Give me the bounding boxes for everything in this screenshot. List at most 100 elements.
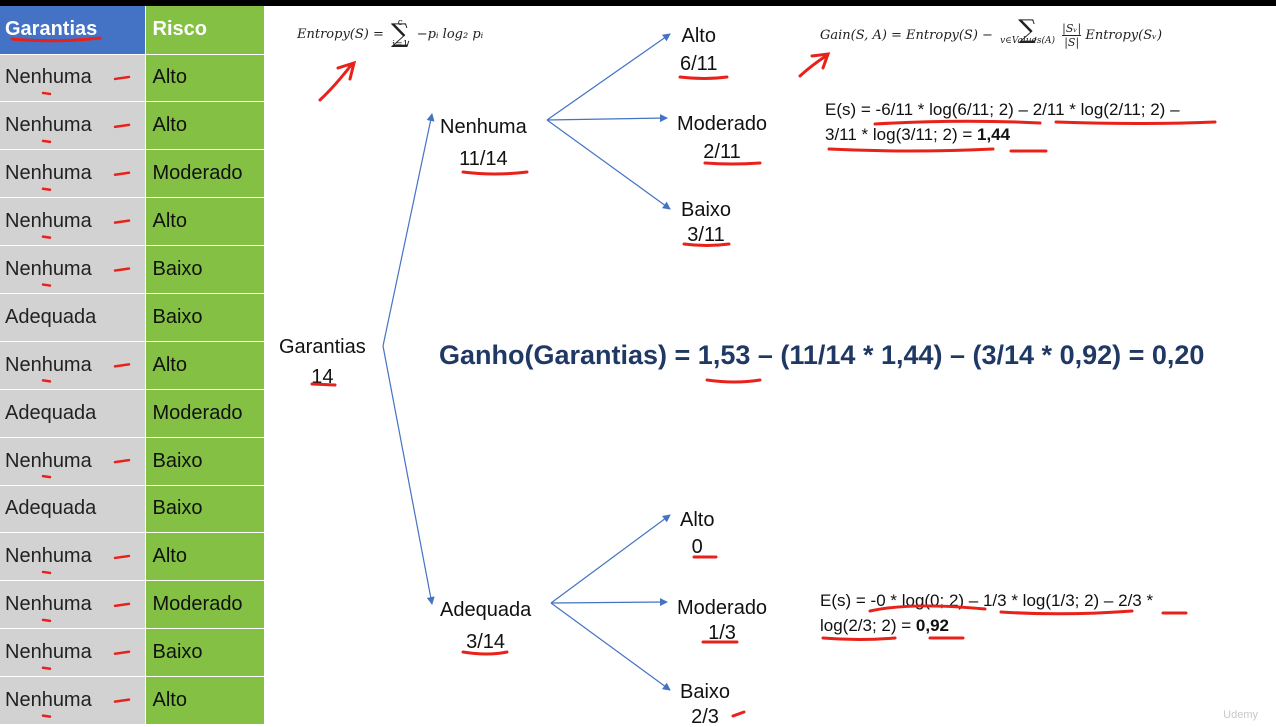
tree-node-nenhuma: Nenhuma 11/14 — [440, 115, 527, 172]
table-row: Nenhuma Alto — [0, 341, 264, 390]
summation-symbol: ∑ — [391, 19, 410, 49]
cell-garantias: Nenhuma — [0, 149, 146, 199]
tree-node-adequada: Adequada 3/14 — [440, 598, 531, 655]
summation-symbol: ∑ — [1018, 14, 1037, 45]
nenhuma-label: Nenhuma — [440, 116, 527, 138]
leaf-label: Baixo — [680, 681, 731, 703]
gain-fraction-denominator: |S| — [1064, 36, 1080, 49]
table-header-row: Garantias Risco — [0, 6, 264, 55]
table-row: Nenhuma Alto — [0, 197, 264, 247]
entropy-upper-bound: c — [397, 18, 403, 28]
pointer-arrow-entropy — [318, 60, 357, 102]
arrow-nenhuma-moderado — [546, 114, 668, 123]
entropy-formula: Entropy(S) = c ∑ i=1 −pᵢ log₂ pᵢ — [297, 18, 483, 51]
cell-garantias: Nenhuma — [0, 54, 146, 103]
leaf-nenhuma-moderado: Moderado 2/11 — [677, 112, 767, 165]
cell-garantias: Nenhuma — [0, 341, 146, 390]
leaf-ratio: 0 — [691, 536, 703, 558]
calc-line: 3/11 * log(3/11; 2) = — [825, 125, 977, 144]
leaf-label: Alto — [680, 509, 715, 531]
leaf-ratio: 1/3 — [708, 622, 736, 644]
arrow-nenhuma-baixo — [546, 119, 671, 210]
leaf-ratio: 3/11 — [687, 224, 725, 246]
calc-line: E(s) = -0 * log(0; 2) – 1/3 * log(1/3; 2… — [820, 591, 1154, 610]
cell-risco: Baixo — [145, 485, 264, 534]
table-row: Nenhuma Baixo — [0, 628, 264, 678]
table-row: Nenhuma Baixo — [0, 245, 264, 294]
table-row: Nenhuma Alto — [0, 532, 264, 582]
udemy-watermark: Udemy — [1223, 709, 1258, 721]
cell-risco: Alto — [145, 101, 264, 151]
cell-risco: Baixo — [145, 437, 264, 486]
root-label: Garantias — [279, 336, 366, 358]
column-header-risco: Risco — [145, 6, 264, 55]
cell-risco: Moderado — [145, 580, 264, 630]
leaf-label: Moderado — [677, 597, 768, 619]
cell-risco: Moderado — [145, 149, 264, 199]
underline-6-11 — [678, 75, 729, 80]
calc-line: log(2/3; 2) = — [820, 616, 916, 635]
cell-risco: Baixo — [145, 628, 264, 678]
root-count: 14 — [311, 366, 334, 388]
leaf-ratio: 2/3 — [691, 706, 719, 727]
cell-garantias: Nenhuma — [0, 101, 146, 151]
calc-result: 0,92 — [915, 616, 950, 635]
leaf-label: Alto — [681, 25, 716, 47]
gain-formula: Gain(S, A) = Entropy(S) − ∑ v∈Values(A) … — [820, 17, 1163, 50]
cell-garantias: Nenhuma — [0, 676, 146, 725]
table-row: Adequada Moderado — [0, 389, 264, 438]
cell-garantias: Nenhuma — [0, 437, 146, 486]
cell-risco: Baixo — [145, 293, 264, 342]
gain-rhs: Entropy(Sᵥ) — [1085, 28, 1163, 43]
cell-risco: Alto — [145, 197, 264, 247]
cell-garantias: Adequada — [0, 293, 146, 342]
table-row: Nenhuma Baixo — [0, 437, 264, 486]
cell-garantias: Nenhuma — [0, 197, 146, 247]
gain-fraction-numerator: |Sᵥ| — [1062, 22, 1082, 36]
arrow-root-nenhuma — [382, 113, 435, 347]
cell-garantias: Adequada — [0, 485, 146, 534]
cell-garantias: Nenhuma — [0, 245, 146, 294]
underline-11-14 — [461, 170, 529, 176]
table-row: Nenhuma Alto — [0, 101, 264, 151]
table-row: Nenhuma Moderado — [0, 149, 264, 199]
cell-risco: Alto — [145, 54, 264, 103]
calc-line: E(s) = -6/11 * log(6/11; 2) – 2/11 * log… — [825, 100, 1180, 119]
leaf-nenhuma-alto: Alto 6/11 — [680, 24, 717, 77]
mark-2-3 — [731, 710, 746, 718]
table-row: Nenhuma Moderado — [0, 580, 264, 630]
cell-garantias: Nenhuma — [0, 628, 146, 678]
cell-risco: Alto — [145, 676, 264, 725]
entropy-calc-adequada: E(s) = -0 * log(0; 2) – 1/3 * log(1/3; 2… — [820, 588, 1153, 638]
gain-lower-bound: v∈Values(A) — [1000, 35, 1056, 46]
leaf-ratio: 6/11 — [680, 53, 718, 75]
underline-calc1-c — [827, 147, 995, 153]
cell-garantias: Adequada — [0, 389, 146, 438]
calc-result: 1,44 — [977, 125, 1011, 144]
entropy-rhs: −pᵢ log₂ pᵢ — [416, 27, 484, 42]
arrow-nenhuma-alto — [546, 33, 671, 121]
information-gain-equation: Ganho(Garantias) = 1,53 – (11/14 * 1,44)… — [439, 340, 1205, 370]
cell-risco: Moderado — [145, 389, 264, 438]
column-header-garantias: Garantias — [0, 6, 146, 55]
leaf-nenhuma-baixo: Baixo 3/11 — [681, 198, 731, 248]
adequada-label: Adequada — [440, 599, 532, 621]
slide-canvas: Garantias Risco Nenhuma Alto Nenhuma Alto Ne… — [0, 6, 1276, 727]
entropy-calc-nenhuma: E(s) = -6/11 * log(6/11; 2) – 2/11 * log… — [825, 97, 1180, 147]
arrow-root-adequada — [382, 345, 435, 605]
table-row: Adequada Baixo — [0, 293, 264, 342]
leaf-label: Baixo — [681, 199, 732, 221]
entropy-lower-bound: i=1 — [392, 40, 409, 50]
leaf-adequada-alto: Alto 0 — [680, 508, 714, 560]
underline-calc2-d — [821, 636, 897, 641]
gain-lhs: Gain(S, A) = Entropy(S) − — [820, 28, 993, 43]
leaf-ratio: 2/11 — [703, 141, 741, 163]
entropy-lhs: Entropy(S) = — [297, 27, 384, 42]
cell-garantias: Nenhuma — [0, 580, 146, 630]
adequada-ratio: 3/14 — [466, 631, 506, 653]
leaf-label: Moderado — [677, 113, 768, 135]
underline-1-53 — [705, 378, 762, 384]
arrow-adequada-moderado — [550, 598, 668, 607]
cell-risco: Alto — [145, 341, 264, 390]
table-row: Adequada Baixo — [0, 485, 264, 534]
